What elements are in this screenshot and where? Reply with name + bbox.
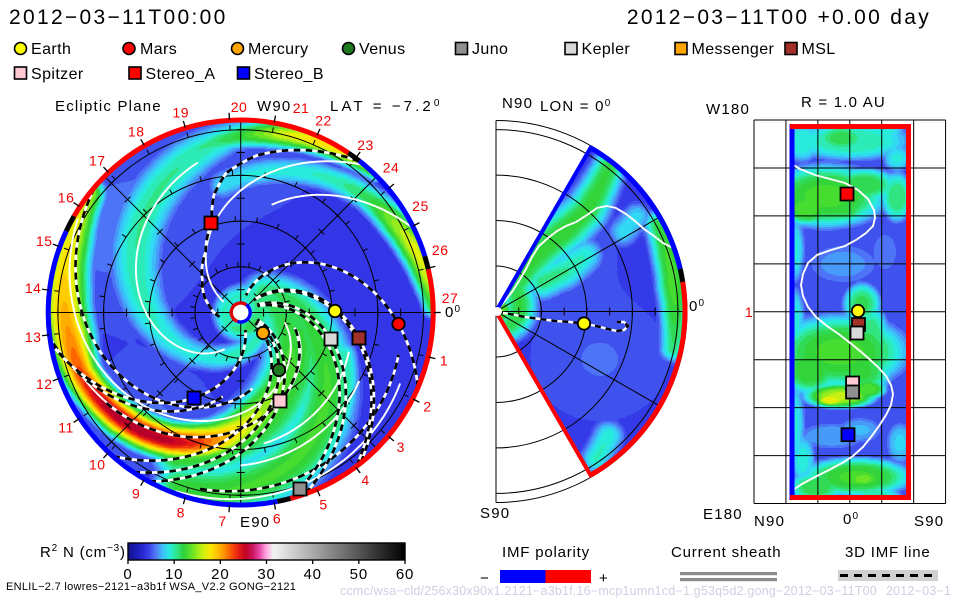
svg-text:16: 16 bbox=[58, 190, 75, 206]
svg-text:1: 1 bbox=[745, 304, 753, 320]
svg-text:10: 10 bbox=[89, 457, 106, 473]
svg-text:Spitzer: Spitzer bbox=[31, 66, 84, 83]
svg-text:5: 5 bbox=[319, 496, 327, 512]
svg-text:60: 60 bbox=[396, 566, 414, 583]
svg-text:26: 26 bbox=[432, 242, 449, 258]
svg-text:2012−03−11T00:00: 2012−03−11T00:00 bbox=[9, 6, 228, 29]
svg-text:13: 13 bbox=[25, 329, 42, 345]
svg-text:9: 9 bbox=[132, 485, 140, 501]
svg-text:14: 14 bbox=[25, 280, 42, 296]
svg-text:Ecliptic Plane: Ecliptic Plane bbox=[55, 98, 162, 115]
svg-text:25: 25 bbox=[412, 198, 429, 214]
svg-text:Mars: Mars bbox=[140, 41, 177, 58]
svg-text:Messenger: Messenger bbox=[692, 41, 775, 58]
svg-text:1: 1 bbox=[440, 353, 448, 369]
svg-text:2012−03−11T00 +0.00 day: 2012−03−11T00 +0.00 day bbox=[627, 6, 931, 29]
svg-text:3D IMF line: 3D IMF line bbox=[845, 544, 931, 561]
svg-text:20: 20 bbox=[231, 99, 248, 115]
svg-text:Earth: Earth bbox=[31, 41, 71, 58]
svg-text:2012−03−1: 2012−03−1 bbox=[886, 584, 951, 598]
svg-text:2: 2 bbox=[423, 398, 431, 414]
svg-text:N90: N90 bbox=[754, 513, 785, 530]
svg-text:MSL: MSL bbox=[802, 41, 836, 58]
svg-text:6: 6 bbox=[273, 510, 281, 526]
svg-text:Stereo_B: Stereo_B bbox=[254, 66, 324, 83]
svg-text:3: 3 bbox=[397, 439, 405, 455]
svg-text:21: 21 bbox=[293, 100, 310, 116]
svg-text:7: 7 bbox=[218, 513, 226, 529]
svg-text:24: 24 bbox=[383, 159, 400, 175]
svg-text:50: 50 bbox=[350, 566, 368, 583]
svg-text:Juno: Juno bbox=[472, 41, 508, 58]
svg-text:W90: W90 bbox=[257, 98, 291, 115]
svg-text:17: 17 bbox=[89, 152, 106, 168]
svg-text:LON = 00: LON = 00 bbox=[540, 98, 611, 115]
svg-text:15: 15 bbox=[36, 233, 53, 249]
svg-text:ccmc/wsa−cld/256x30x90x1.2121−: ccmc/wsa−cld/256x30x90x1.2121−a3b1f.16−m… bbox=[340, 584, 877, 598]
svg-text:23: 23 bbox=[357, 137, 374, 153]
svg-text:8: 8 bbox=[177, 505, 185, 521]
svg-text:18: 18 bbox=[128, 124, 145, 140]
svg-text:4: 4 bbox=[361, 472, 369, 488]
svg-text:E90: E90 bbox=[240, 514, 270, 531]
svg-text:12: 12 bbox=[36, 376, 53, 392]
svg-text:W180: W180 bbox=[706, 101, 750, 118]
svg-text:R = 1.0 AU: R = 1.0 AU bbox=[801, 94, 886, 111]
svg-text:E180: E180 bbox=[703, 506, 743, 523]
svg-text:Venus: Venus bbox=[359, 41, 405, 58]
svg-text:S90: S90 bbox=[480, 505, 510, 522]
svg-text:Current sheath: Current sheath bbox=[671, 544, 781, 561]
svg-text:19: 19 bbox=[172, 104, 189, 120]
svg-text:40: 40 bbox=[304, 566, 322, 583]
svg-text:Kepler: Kepler bbox=[582, 41, 631, 58]
svg-text:S90: S90 bbox=[914, 513, 944, 530]
svg-text:LAT = −7.20: LAT = −7.20 bbox=[330, 98, 443, 115]
svg-text:11: 11 bbox=[58, 419, 74, 435]
svg-text:ENLIL−2.7 lowres−2121−a3b1f WS: ENLIL−2.7 lowres−2121−a3b1f WSA_V2.2 GON… bbox=[6, 581, 296, 593]
svg-text:IMF polarity: IMF polarity bbox=[502, 544, 590, 561]
svg-text:Mercury: Mercury bbox=[248, 41, 309, 58]
svg-text:N90: N90 bbox=[502, 95, 533, 112]
svg-text:Stereo_A: Stereo_A bbox=[146, 66, 216, 83]
